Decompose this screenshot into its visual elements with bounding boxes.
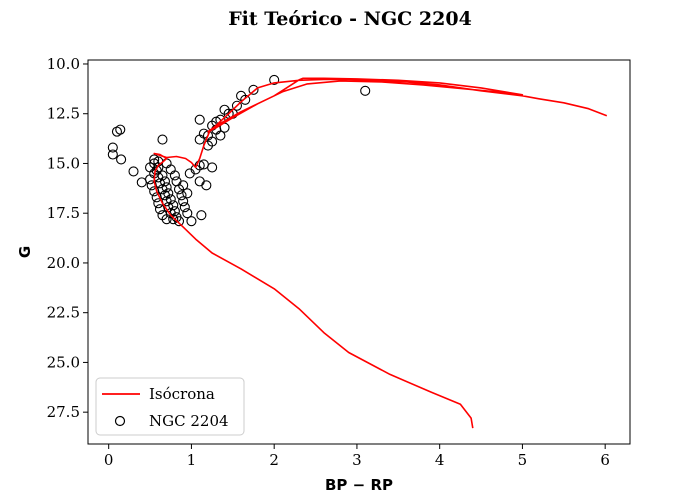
cluster-star-point (136, 177, 147, 188)
cluster-star-point (173, 216, 185, 227)
plot-frame (87, 59, 631, 445)
cluster-star-point (111, 126, 123, 137)
x-tick-label: 3 (352, 451, 362, 469)
cluster-star-point (215, 130, 226, 141)
cluster-star-point (178, 196, 189, 207)
y-axis: 10.0 12.5 15.0 17.5 20.0 22.5 25.0 27.5 (47, 55, 88, 421)
cluster-star-point (116, 154, 127, 165)
y-tick-label: 20.0 (47, 254, 80, 272)
x-tick-label: 4 (435, 451, 445, 469)
cluster-star-point (149, 158, 160, 169)
y-tick-label: 10.0 (47, 55, 80, 73)
legend-box (95, 377, 245, 436)
cluster-star-point (179, 202, 190, 213)
x-axis-label: BP − RP (325, 476, 393, 494)
cluster-star-point (154, 204, 166, 215)
cluster-star-point (360, 85, 371, 96)
chart-title: Fit Teórico - NGC 2204 (228, 8, 472, 30)
legend-label-isochrone: Isócrona (149, 385, 215, 403)
cluster-star-point (169, 170, 180, 181)
isochrone-layer (153, 77, 608, 429)
cluster-star-point (201, 180, 212, 191)
cluster-star-point (186, 216, 197, 227)
legend-marker-swatch (114, 415, 126, 427)
cluster-star-point (178, 180, 189, 191)
cluster-star-point (219, 104, 230, 115)
cluster-star-point (168, 214, 179, 225)
cluster-star-point (159, 190, 171, 201)
legend: Isócrona NGC 2204 (95, 377, 245, 436)
cluster-star-point (182, 208, 193, 219)
x-tick-label: 6 (600, 451, 610, 469)
cluster-star-point (248, 84, 259, 95)
y-axis-label: G (16, 246, 34, 258)
x-tick-label: 0 (104, 451, 114, 469)
x-axis: 0 1 2 3 4 5 6 (104, 444, 610, 469)
y-tick-label: 22.5 (47, 304, 80, 322)
cluster-star-point (128, 166, 139, 177)
y-tick-label: 15.0 (47, 154, 80, 172)
cluster-star-point (154, 178, 166, 189)
scatter-layer (107, 74, 371, 227)
isochrone-line (153, 77, 608, 429)
cluster-star-point (194, 160, 205, 171)
cluster-star-point (182, 188, 193, 199)
x-tick-label: 2 (269, 451, 279, 469)
y-tick-label: 12.5 (47, 105, 80, 123)
cluster-star-point (107, 142, 118, 153)
cluster-star-point (157, 134, 168, 145)
cluster-star-point (176, 190, 187, 201)
cluster-star-point (115, 124, 126, 135)
cluster-star-point (207, 162, 218, 173)
legend-label-cluster: NGC 2204 (149, 412, 229, 430)
y-tick-label: 27.5 (47, 403, 80, 421)
x-tick-label: 5 (518, 451, 528, 469)
y-tick-label: 25.0 (47, 353, 80, 371)
cluster-star-point (157, 184, 168, 195)
cluster-star-point (196, 210, 207, 221)
cluster-star-point (165, 208, 176, 219)
cluster-star-point (231, 100, 242, 111)
y-tick-label: 17.5 (47, 204, 80, 222)
cluster-star-point (194, 114, 205, 125)
cluster-star-point (151, 165, 162, 176)
x-tick-label: 1 (187, 451, 197, 469)
cluster-star-point (269, 74, 280, 85)
cluster-star-point (240, 94, 251, 105)
cluster-star-point (107, 149, 118, 160)
cluster-star-point (194, 176, 205, 187)
